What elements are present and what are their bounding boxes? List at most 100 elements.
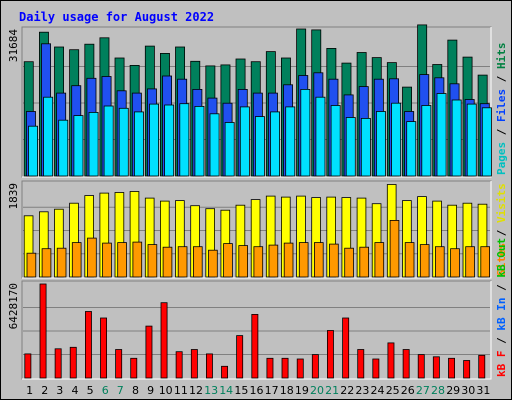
x-tick-label: 11 [174,384,188,397]
bar-kb-f [130,357,138,379]
bar-sites [389,219,400,278]
bar-sites [223,243,233,278]
bar-sites [268,244,279,278]
bar-pages [330,105,341,177]
x-tick-label: 26 [401,384,415,397]
x-tick-label: 5 [87,384,94,397]
bar-kb-f [417,354,425,379]
x-tick-label: 28 [431,384,445,397]
legend-entry: Files [495,89,508,122]
bar-pages [88,112,99,177]
bar-pages [73,115,84,177]
bar-pages [270,111,281,177]
bar-pages [133,111,144,177]
legend-entry: Visits [495,183,508,223]
x-tick-label: 20 [310,384,324,397]
chart-panels: 31684 Pages / Files / Hits 1839 Sites / Vis… [7,24,508,380]
bar-kb-f [463,360,471,379]
bar-sites [162,246,173,278]
bar-kb-f [115,349,123,379]
bar-pages [345,117,356,177]
bar-pages [164,104,175,177]
bar-pages [103,105,114,177]
legend-entry: Pages [495,142,508,175]
panel-hits-files-pages: 31684 Pages / Files / Hits [7,24,508,178]
bar-pages [406,121,417,177]
legend-entry: kB F [495,351,508,378]
bar-kb-f [100,317,107,379]
bar-sites [26,252,37,278]
bar-sites [329,243,339,278]
x-tick-label: 3 [56,384,63,397]
panel-kbytes: 6428170 kB F / kB In / kB Out [7,238,508,380]
bar-pages [194,106,205,177]
bar-kb-f [251,313,259,379]
bar-kb-f [145,325,153,379]
bar-sites [419,244,430,278]
legend-entry: Hits [495,43,508,70]
y-max-label: 1839 [7,183,20,210]
legend-entry: kB Out [495,238,508,278]
bar-sites [117,242,127,278]
bar-kb-f [160,302,168,379]
bar-pages [254,116,265,177]
bar-pages [209,113,220,177]
bar-kb-f [85,311,92,379]
x-tick-label: 2 [41,384,48,397]
panel-visits-sites: 1839 Sites / Visits [7,180,508,279]
bar-sites [192,246,203,278]
bar-kb-f [402,349,410,379]
bar-kb-f [342,317,350,379]
x-tick-label: 7 [117,384,124,397]
bar-sites [41,248,52,278]
x-tick-label: 29 [446,384,460,397]
bar-pages [239,106,250,177]
x-tick-label: 15 [234,384,248,397]
bar-pages [451,99,462,177]
x-tick-label: 13 [204,384,218,397]
x-tick-label: 4 [72,384,79,397]
bar-kb-f [205,353,213,379]
bar-pages [375,111,386,177]
x-tick-label: 21 [325,384,339,397]
bar-sites [56,247,67,278]
bar-kb-f [69,346,77,379]
x-tick-label: 9 [147,384,154,397]
bar-kb-f [266,357,274,379]
legend-entry: kB In [495,298,508,331]
bar-pages [421,105,432,177]
bar-sites [253,246,264,278]
x-tick-label: 19 [295,384,309,397]
x-tick-label: 30 [461,384,475,397]
bar-kb-f [311,354,319,379]
bar-pages [466,103,477,177]
bar-kb-f [432,356,440,379]
plot-edge [22,281,492,380]
bar-kb-f [39,283,47,379]
bar-sites [71,242,82,278]
legend-entry: Sites [495,243,508,276]
legend-entry: / [495,122,508,142]
bar-sites [465,246,475,278]
bar-pages [300,89,311,177]
bar-pages [481,107,492,177]
bar-pages [285,106,296,177]
plot-edge [22,27,492,178]
bar-sites [404,242,415,278]
bar-pages [58,119,69,177]
bar-sites [102,242,112,278]
bar-sites [238,245,249,278]
x-tick-label: 24 [371,384,385,397]
bar-kb-f [357,349,365,379]
bar-pages [149,103,160,177]
bar-pages [224,122,235,177]
bar-kb-f [54,348,62,379]
bar-sites [87,237,97,278]
legend-entry: / [495,331,508,351]
legend-entry: / [495,223,508,243]
bar-sites [434,246,445,278]
legend-entry: / [495,69,508,89]
x-tick-label: 31 [476,384,490,397]
